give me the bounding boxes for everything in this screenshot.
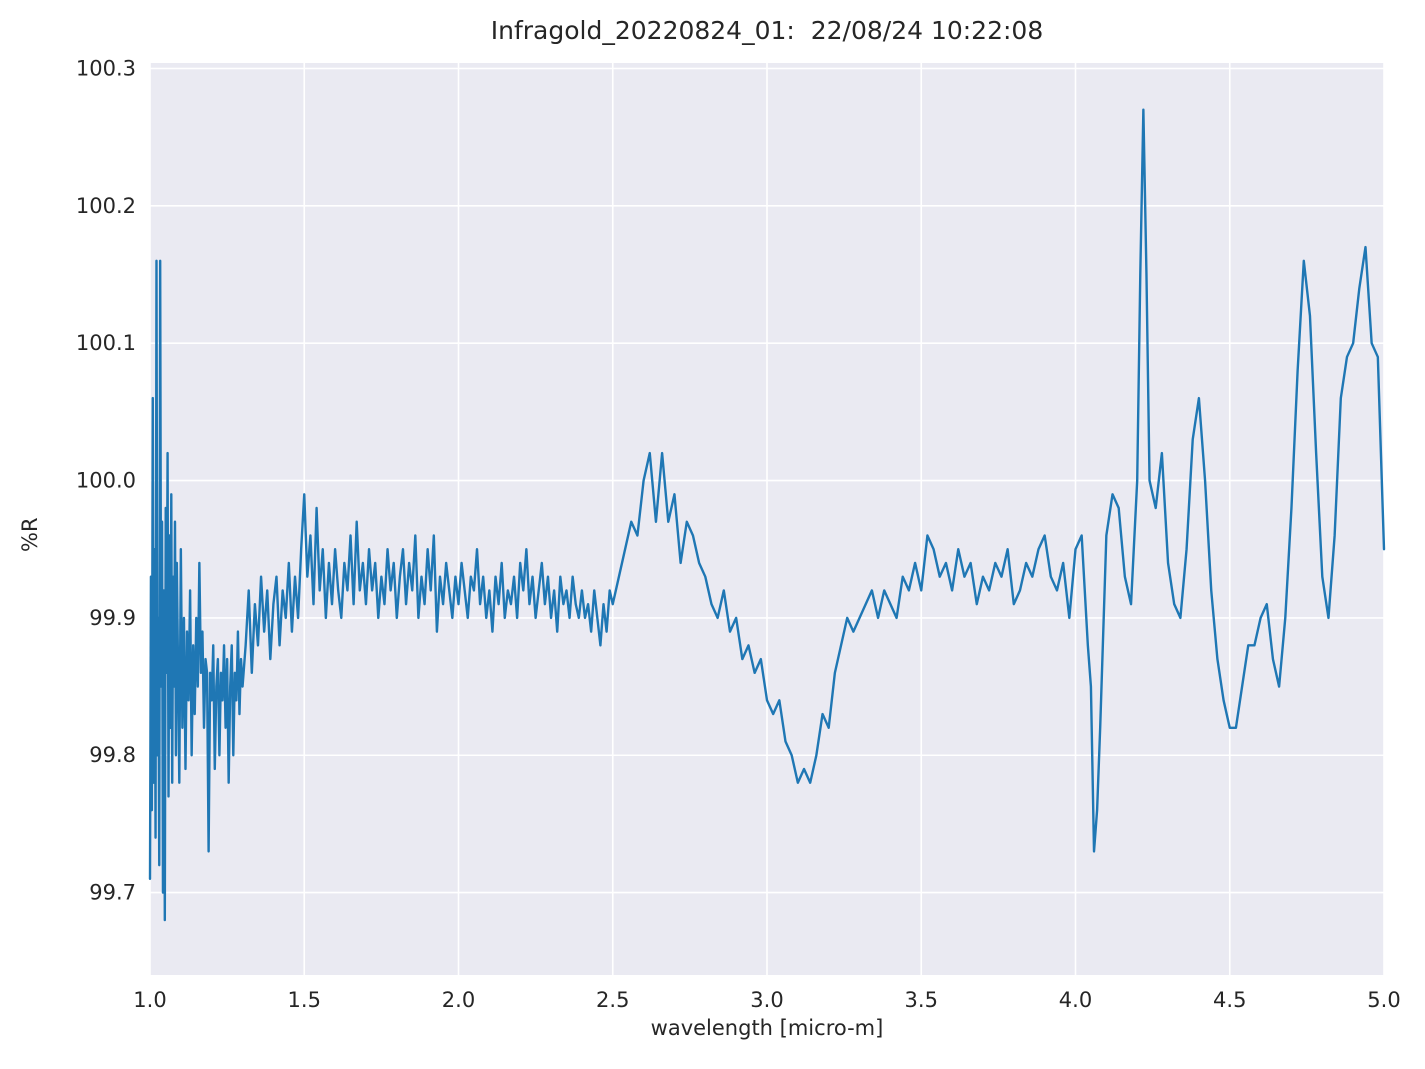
x-tick-label: 2.0 bbox=[442, 988, 475, 1012]
y-tick-label: 99.7 bbox=[89, 881, 136, 905]
chart-title: Infragold_20220824_01: 22/08/24 10:22:08 bbox=[490, 16, 1044, 45]
y-tick-label: 100.0 bbox=[76, 469, 136, 493]
y-axis-label: %R bbox=[18, 517, 42, 552]
reflectance-line bbox=[148, 108, 1386, 922]
x-axis-label: wavelength [micro-m] bbox=[650, 1016, 884, 1040]
y-tick-label: 100.3 bbox=[76, 56, 136, 80]
y-tick-label: 100.1 bbox=[76, 331, 136, 355]
x-tick-label: 2.5 bbox=[596, 988, 629, 1012]
x-tick-label: 3.0 bbox=[750, 988, 783, 1012]
x-tick-label: 3.5 bbox=[905, 988, 938, 1012]
y-tick-label: 99.8 bbox=[89, 743, 136, 767]
x-tick-label: 4.0 bbox=[1059, 988, 1092, 1012]
y-tick-label: 100.2 bbox=[76, 194, 136, 218]
y-tick-label: 99.9 bbox=[89, 606, 136, 630]
x-tick-label: 4.5 bbox=[1213, 988, 1246, 1012]
x-tick-label: 1.5 bbox=[288, 988, 321, 1012]
x-tick-label: 5.0 bbox=[1367, 988, 1400, 1012]
x-tick-label: 1.0 bbox=[133, 988, 166, 1012]
